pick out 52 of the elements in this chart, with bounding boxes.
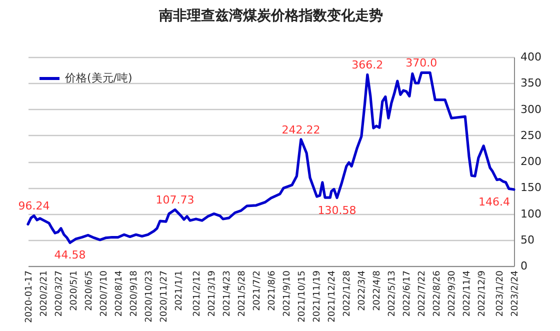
x-tick-label: 2021/12/24 [328, 270, 338, 322]
annotation: 96.24 [18, 200, 50, 213]
x-tick-label: 2022/4/8 [372, 270, 382, 311]
y-tick-label: 0 [520, 260, 528, 272]
x-tick-label: 2021/2/12 [192, 270, 202, 317]
x-tick-label: 2023/1/20 [496, 270, 506, 317]
x-tick-label: 2021/9/10 [282, 270, 292, 317]
annotation: 44.58 [54, 248, 86, 262]
x-tick-label: 2021/7/2 [252, 270, 262, 311]
y-tick-label: 200 [520, 155, 542, 168]
y-tick-label: 350 [520, 76, 542, 90]
x-tick-label: 2022/6/17 [402, 270, 412, 317]
x-tick-label: 2020/2/21 [40, 270, 50, 317]
x-tick-label: 2021/5/28 [238, 270, 248, 317]
y-tick-label: 250 [520, 128, 542, 142]
y-tick-label: 400 [520, 50, 542, 64]
x-tick-label: 2021/3/19 [208, 270, 218, 317]
chart-title: 南非理查兹湾煤炭价格指数变化走势 [158, 7, 383, 24]
x-tick-label: 2020-01-17 [24, 270, 34, 323]
annotation: 130.58 [318, 204, 356, 217]
x-tick-label: 2022/12/9 [478, 270, 488, 317]
x-tick-label: 2020/9/18 [130, 270, 140, 317]
annotation: 146.4 [478, 196, 510, 209]
annotation: 242.22 [282, 123, 320, 136]
x-tick-label: 2022/3/4 [358, 270, 368, 311]
x-tick-label: 2022/8/26 [432, 270, 442, 317]
x-tick-label: 2020/8/14 [114, 270, 124, 317]
x-tick-label: 2021/4/23 [222, 270, 232, 317]
x-tick-label: 2022/1/28 [342, 270, 352, 317]
x-tick-label: 2020/11/27 [160, 270, 170, 322]
annotation: 366.2 [352, 58, 384, 72]
legend-label: 价格(美元/吨) [64, 72, 132, 84]
y-tick-label: 100 [520, 207, 542, 220]
x-tick-label: 2022/11/4 [462, 270, 472, 317]
x-tick-label: 2023/2/24 [510, 270, 520, 317]
x-tick-label: 2021/1/1 [174, 270, 184, 311]
y-tick-label: 50 [520, 233, 534, 246]
x-tick-label: 2022/9/30 [448, 270, 458, 317]
x-tick-label: 2020/6/5 [84, 270, 94, 311]
x-tick-label: 2020/3/27 [54, 270, 64, 317]
x-tick-label: 2020/10/23 [144, 270, 154, 322]
x-tick-label: 2020/7/10 [100, 270, 110, 317]
x-tick-label: 2021/8/6 [268, 270, 278, 311]
x-tick-label: 2021/11/19 [312, 270, 322, 322]
y-tick-label: 150 [520, 181, 542, 194]
y-tick-label: 300 [520, 102, 542, 116]
x-tick-label: 2022/5/13 [388, 270, 398, 317]
x-tick-label: 2022/7/22 [418, 270, 428, 317]
x-tick-label: 2020/5/1 [70, 270, 80, 311]
annotation: 107.73 [156, 194, 194, 207]
x-tick-label: 2021/10/15 [298, 270, 308, 322]
annotation: 370.0 [406, 56, 438, 70]
